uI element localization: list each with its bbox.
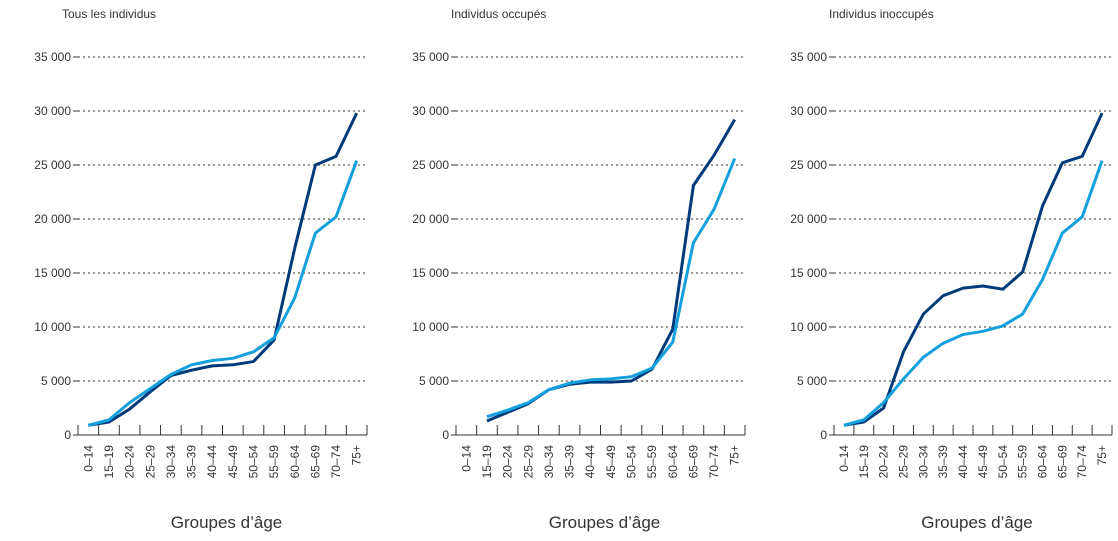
x-tick-label: 70–74	[1075, 445, 1089, 479]
x-tick-label: 75+	[350, 445, 364, 465]
y-tick-label: 20 000	[412, 212, 449, 226]
y-tick-label: 15 000	[790, 266, 827, 280]
y-tick-label: 10 000	[790, 320, 827, 334]
x-tick-label: 60–64	[1036, 445, 1050, 479]
y-tick-label: 10 000	[34, 320, 71, 334]
chart-title: Individus inoccupés	[829, 7, 934, 21]
y-tick-label: 35 000	[790, 50, 827, 64]
y-tick-label: 5 000	[419, 374, 449, 388]
y-tick-label: 30 000	[790, 104, 827, 118]
y-tick-label: 0	[442, 428, 449, 442]
x-tick-label: 60–64	[288, 445, 302, 479]
y-tick-label: 35 000	[34, 50, 71, 64]
x-tick-label: 40–44	[205, 445, 219, 479]
y-tick-label: 30 000	[412, 104, 449, 118]
x-tick-label: 75+	[728, 445, 742, 465]
x-tick-label: 65–69	[686, 445, 700, 479]
x-tick-label: 75+	[1095, 445, 1109, 465]
x-tick-label: 70–74	[707, 445, 721, 479]
x-tick-label: 15–19	[102, 445, 116, 479]
y-tick-label: 5 000	[797, 374, 827, 388]
y-tick-label: 25 000	[34, 158, 71, 172]
x-tick-label: 0–14	[81, 445, 95, 472]
chart-title: Tous les individus	[62, 7, 156, 21]
x-tick-label: 0–14	[837, 445, 851, 472]
y-tick-label: 25 000	[790, 158, 827, 172]
y-tick-label: 0	[64, 428, 71, 442]
x-tick-label: 25–29	[521, 445, 535, 479]
chart-title: Individus occupés	[451, 7, 546, 21]
x-tick-label: 40–44	[583, 445, 597, 479]
y-tick-label: 0	[820, 428, 827, 442]
x-tick-label: 70–74	[329, 445, 343, 479]
chart-panel-3: Individus inoccupés 0 5 000 10 000 15 000 20 …	[790, 7, 1113, 532]
x-tick-label: 40–44	[956, 445, 970, 479]
x-tick-label: 0–14	[459, 445, 473, 472]
x-tick-label: 65–69	[308, 445, 322, 479]
x-tick-label: 20–24	[123, 445, 137, 479]
x-tick-label: 45–49	[226, 445, 240, 479]
y-tick-label: 25 000	[412, 158, 449, 172]
y-tick-label: 30 000	[34, 104, 71, 118]
y-tick-label: 20 000	[34, 212, 71, 226]
x-tick-label: 55–59	[645, 445, 659, 479]
x-tick-label: 35–39	[563, 445, 577, 479]
y-tick-label: 15 000	[412, 266, 449, 280]
x-tick-label: 20–24	[501, 445, 515, 479]
x-tick-label: 45–49	[604, 445, 618, 479]
series-line-2	[843, 160, 1104, 427]
series-line-1	[843, 112, 1104, 427]
x-tick-label: 15–19	[480, 445, 494, 479]
y-tick-label: 10 000	[412, 320, 449, 334]
series-line-1	[88, 112, 359, 427]
x-tick-label: 30–34	[164, 445, 178, 479]
x-tick-label: 20–24	[877, 445, 891, 479]
x-tick-label: 15–19	[857, 445, 871, 479]
x-tick-label: 55–59	[1016, 445, 1030, 479]
x-tick-label: 30–34	[542, 445, 556, 479]
x-axis-label: Groupes d’âge	[921, 513, 1033, 532]
x-tick-label: 25–29	[897, 445, 911, 479]
series-line-2	[87, 160, 359, 427]
x-axis-label: Groupes d’âge	[549, 513, 661, 532]
y-tick-label: 5 000	[41, 374, 71, 388]
chart-panel-2: Individus occupés 0 5 000 10 000 15 000 20 00…	[412, 7, 746, 532]
x-tick-label: 65–69	[1055, 445, 1069, 479]
x-tick-label: 50–54	[996, 445, 1010, 479]
series-line-2	[486, 157, 737, 419]
y-tick-label: 35 000	[412, 50, 449, 64]
y-tick-label: 20 000	[790, 212, 827, 226]
y-tick-label: 15 000	[34, 266, 71, 280]
x-tick-label: 60–64	[666, 445, 680, 479]
x-tick-label: 35–39	[185, 445, 199, 479]
x-tick-label: 35–39	[936, 445, 950, 479]
x-tick-label: 45–49	[976, 445, 990, 479]
x-tick-label: 55–59	[267, 445, 281, 479]
x-axis-label: Groupes d’âge	[171, 513, 283, 532]
x-tick-label: 50–54	[624, 445, 638, 479]
chart-panel-1: Tous les individus 0 5 000 10 000 15 000 20 0…	[34, 7, 368, 532]
x-tick-label: 30–34	[916, 445, 930, 479]
x-tick-label: 50–54	[246, 445, 260, 479]
x-tick-label: 25–29	[143, 445, 157, 479]
